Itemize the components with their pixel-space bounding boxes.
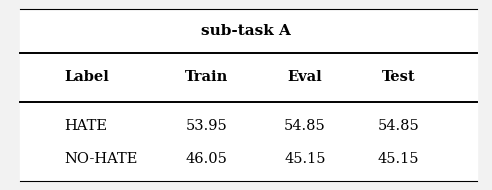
Text: Label: Label: [64, 70, 109, 84]
Text: Train: Train: [185, 70, 228, 84]
Text: 53.95: 53.95: [186, 119, 227, 133]
Text: 45.15: 45.15: [284, 152, 326, 166]
Text: NO-HATE: NO-HATE: [64, 152, 137, 166]
Text: 46.05: 46.05: [185, 152, 228, 166]
Text: Eval: Eval: [288, 70, 322, 84]
Text: HATE: HATE: [64, 119, 107, 133]
Text: 54.85: 54.85: [378, 119, 419, 133]
Text: Test: Test: [382, 70, 415, 84]
Text: 45.15: 45.15: [378, 152, 419, 166]
Text: 54.85: 54.85: [284, 119, 326, 133]
Text: sub-task A: sub-task A: [201, 24, 291, 38]
